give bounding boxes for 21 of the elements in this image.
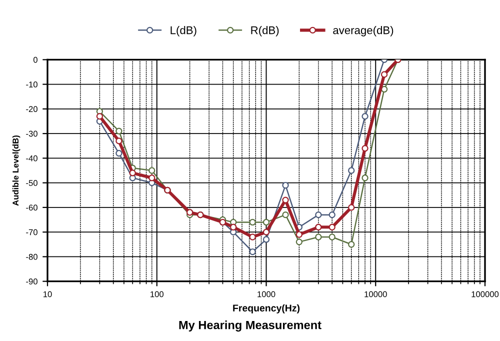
y-tick-label: -10: [26, 82, 38, 88]
legend-label: L(dB): [170, 26, 196, 36]
y-tick-label: -40: [26, 155, 38, 162]
x-tick-label: 100000: [472, 291, 499, 298]
x-tick-label: 10000: [364, 291, 387, 298]
y-tick-label: -60: [26, 204, 38, 211]
legend-label: average(dB): [333, 26, 394, 36]
y-tick-label: -30: [26, 130, 38, 137]
y-tick-label: -20: [26, 106, 38, 112]
y-tick-label: 0: [33, 56, 38, 63]
legend-label: R(dB): [251, 26, 279, 36]
x-tick-label: 10: [44, 291, 52, 298]
x-axis-title: Frequency(Hz): [233, 304, 300, 314]
y-axis-title: Audible Level(dB): [12, 135, 20, 206]
x-tick-label: 1000: [258, 291, 276, 298]
x-tick-label: 100: [150, 291, 164, 298]
y-tick-label: -80: [26, 254, 38, 260]
y-tick-label: -70: [26, 229, 38, 236]
text: My Hearing Measurement: [179, 320, 322, 332]
y-tick-label: -90: [26, 278, 38, 284]
y-tick-label: -50: [26, 180, 38, 186]
